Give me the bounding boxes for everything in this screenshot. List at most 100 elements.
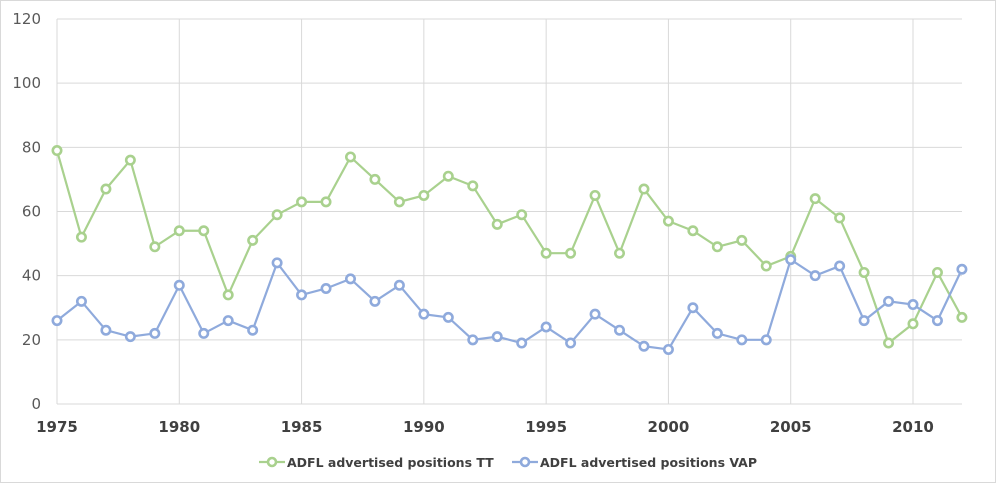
data-point[interactable] [614,247,626,259]
data-point[interactable] [247,234,259,246]
series-line [55,150,963,345]
y-tick-label: 60 [22,203,41,221]
data-point[interactable] [198,327,210,339]
data-point[interactable] [247,324,259,336]
data-point[interactable] [369,173,381,185]
legend-label: ADFL advertised positions TT [287,455,494,470]
data-point[interactable] [711,327,723,339]
data-point[interactable] [296,196,308,208]
legend-label: ADFL advertised positions VAP [540,455,757,470]
data-point[interactable] [516,209,528,221]
data-point[interactable] [858,266,870,278]
data-point[interactable] [51,145,63,157]
data-point[interactable] [907,299,919,311]
series-1 [51,254,968,355]
y-tick-label: 120 [12,10,41,28]
data-point[interactable] [662,343,674,355]
data-point[interactable] [834,260,846,272]
data-point[interactable] [393,279,405,291]
data-point[interactable] [369,295,381,307]
data-point[interactable] [662,215,674,227]
data-point[interactable] [760,260,772,272]
data-point[interactable] [222,315,234,327]
data-point[interactable] [687,302,699,314]
data-point[interactable] [271,209,283,221]
data-point[interactable] [320,282,332,294]
data-point[interactable] [785,254,797,266]
data-point[interactable] [931,315,943,327]
data-point[interactable] [565,337,577,349]
data-point[interactable] [516,337,528,349]
data-point[interactable] [834,212,846,224]
data-point[interactable] [638,183,650,195]
data-point[interactable] [418,189,430,201]
data-point[interactable] [589,189,601,201]
data-point[interactable] [100,324,112,336]
data-point[interactable] [956,263,968,275]
data-point[interactable] [809,270,821,282]
data-point[interactable] [711,241,723,253]
data-point[interactable] [907,318,919,330]
data-point[interactable] [491,218,503,230]
data-point[interactable] [51,315,63,327]
data-point[interactable] [271,257,283,269]
x-tick-label: 2005 [770,418,812,436]
x-tick-label: 1985 [281,418,323,436]
data-point[interactable] [75,231,87,243]
data-point[interactable] [491,331,503,343]
data-point[interactable] [124,331,136,343]
data-point[interactable] [75,295,87,307]
data-point[interactable] [467,180,479,192]
data-point[interactable] [344,273,356,285]
data-point[interactable] [540,321,552,333]
x-tick-label: 1995 [525,418,567,436]
data-point[interactable] [736,334,748,346]
x-tick-label: 2000 [648,418,690,436]
data-point[interactable] [296,289,308,301]
data-point[interactable] [858,315,870,327]
data-point[interactable] [956,311,968,323]
data-point[interactable] [442,170,454,182]
data-point[interactable] [418,308,430,320]
data-point[interactable] [467,334,479,346]
data-point[interactable] [173,225,185,237]
data-point[interactable] [638,340,650,352]
data-point[interactable] [442,311,454,323]
x-tick-label: 1980 [158,418,200,436]
data-point[interactable] [149,241,161,253]
series-line [56,257,963,351]
data-point[interactable] [614,324,626,336]
data-point[interactable] [565,247,577,259]
data-point[interactable] [222,289,234,301]
data-point[interactable] [931,266,943,278]
y-tick-label: 100 [12,74,41,92]
data-point[interactable] [540,247,552,259]
data-point[interactable] [173,279,185,291]
data-point[interactable] [124,154,136,166]
legend-marker [519,456,531,468]
data-point[interactable] [149,327,161,339]
series-0 [51,145,968,349]
data-point[interactable] [320,196,332,208]
legend: ADFL advertised positions TT ADFL adverti… [259,455,757,470]
data-point[interactable] [736,234,748,246]
data-point[interactable] [198,225,210,237]
y-tick-label: 40 [22,267,41,285]
data-point[interactable] [100,183,112,195]
data-point[interactable] [393,196,405,208]
data-point[interactable] [883,337,895,349]
data-point[interactable] [809,193,821,205]
y-tick-label: 0 [31,395,41,413]
x-tick-label: 2010 [892,418,934,436]
data-point[interactable] [760,334,772,346]
y-tick-label: 80 [22,138,41,156]
data-point[interactable] [589,308,601,320]
data-point[interactable] [883,295,895,307]
data-point[interactable] [687,225,699,237]
x-tick-label: 1975 [36,418,78,436]
data-point[interactable] [344,151,356,163]
y-tick-label: 20 [22,331,41,349]
legend-marker [266,456,278,468]
